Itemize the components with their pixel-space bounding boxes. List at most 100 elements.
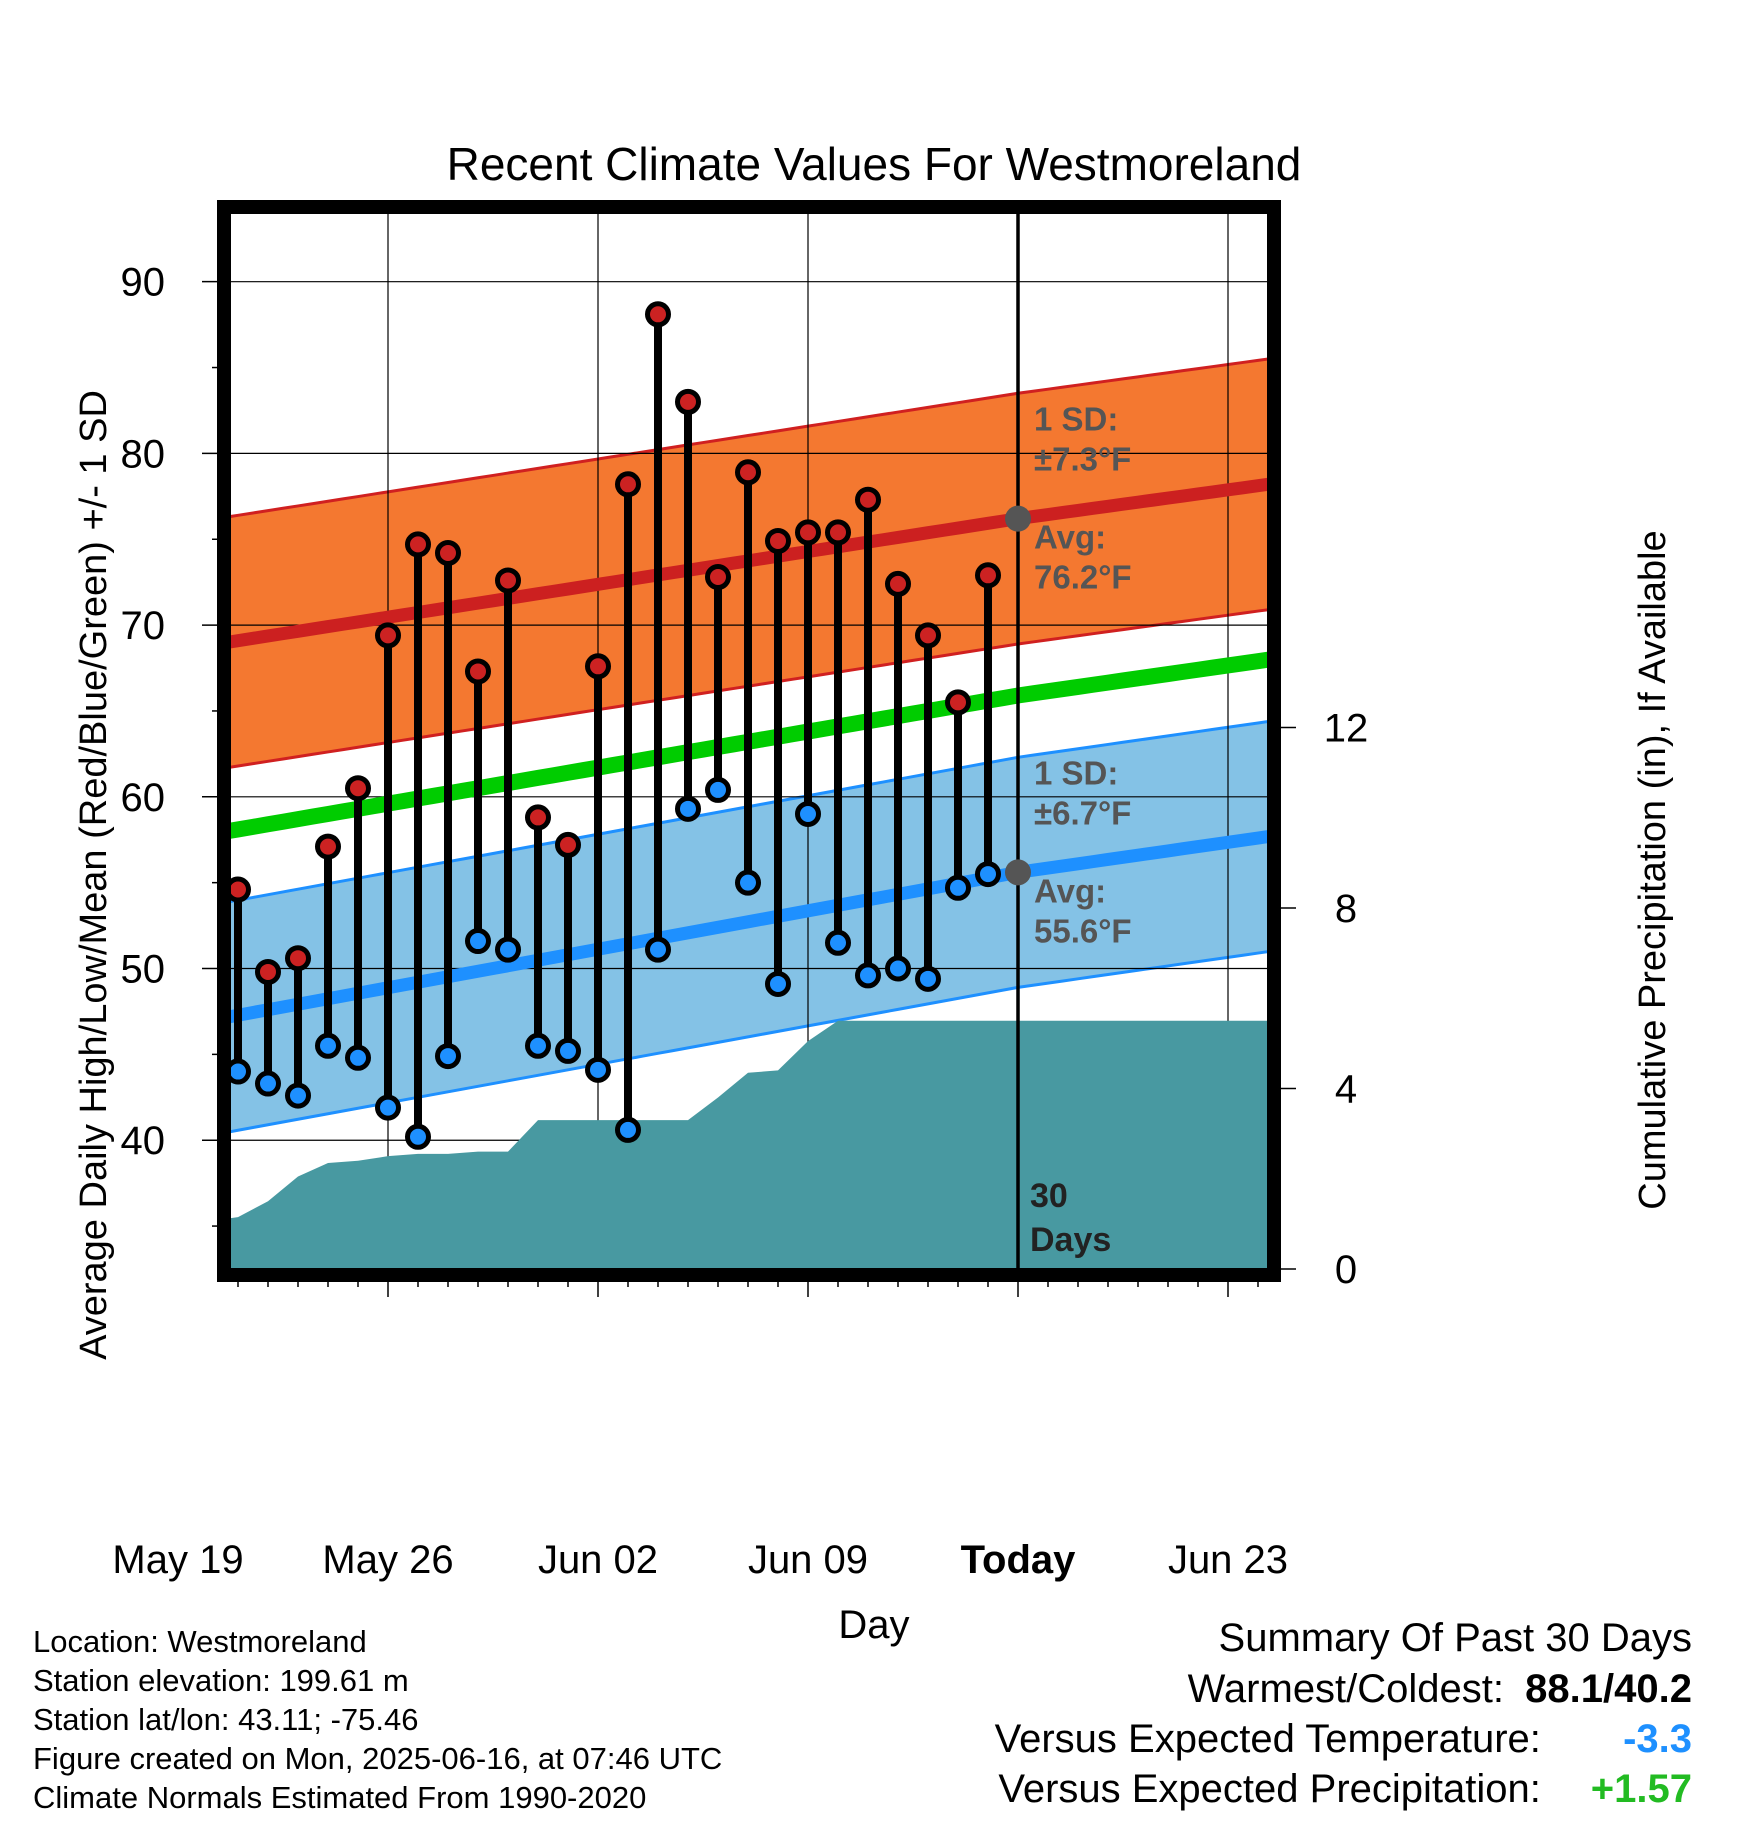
high-sd-label: 1 SD: [1034, 401, 1118, 438]
chart-title: Recent Climate Values For Westmoreland [447, 138, 1302, 190]
y2-axis-label: Cumulative Precipitation (in), If Availa… [1632, 530, 1674, 1209]
latlon-text: Station lat/lon: 43.11; -75.46 [33, 1702, 419, 1737]
y-tick-label-80: 80 [121, 432, 166, 476]
daily-low-marker [375, 1094, 401, 1121]
normals-text: Climate Normals Estimated From 1990-2020 [33, 1780, 647, 1815]
summary-title: Summary Of Past 30 Days [1218, 1616, 1692, 1660]
daily-low-marker [705, 776, 731, 803]
y-tick-label-40: 40 [121, 1119, 166, 1163]
summary-precip-row: Versus Expected Precipitation: +1.57 [995, 1764, 1692, 1814]
high-sd-value: ±7.3°F [1034, 441, 1131, 478]
daily-high-marker [495, 567, 521, 594]
low-sd-label: 1 SD: [1034, 754, 1118, 791]
daily-low-marker [735, 869, 761, 896]
daily-high-marker [705, 564, 731, 591]
y-axis-label: Average Daily High/Low/Mean (Red/Blue/Gr… [73, 390, 115, 1360]
plot-area [138, 213, 1268, 1269]
summary-temp-row: Versus Expected Temperature: -3.3 [995, 1714, 1692, 1764]
daily-low-marker [645, 936, 671, 963]
daily-high-marker [525, 804, 551, 831]
normal-low-upper-edge [230, 720, 1268, 904]
daily-high-marker [435, 539, 461, 566]
daily-high-marker [230, 876, 251, 903]
daily-low-marker [315, 1032, 341, 1059]
daily-high-marker [645, 301, 671, 328]
daily-high-marker [255, 958, 281, 985]
daily-high-marker [315, 833, 341, 860]
low-avg-label: Avg: [1034, 872, 1106, 909]
daily-low-marker [585, 1056, 611, 1083]
daily-low-marker [795, 800, 821, 827]
daily-low-marker [555, 1037, 581, 1064]
daily-high-marker [765, 527, 791, 554]
daily-high-marker [585, 653, 611, 680]
y-tick-label-50: 50 [121, 948, 166, 992]
daily-low-marker [495, 936, 521, 963]
summary-precip-value: +1.57 [1590, 1767, 1692, 1811]
daily-low-marker [675, 795, 701, 822]
daily-high-marker [735, 459, 761, 486]
daily-high-marker [615, 471, 641, 498]
station-info: Location: Westmoreland Station elevation… [33, 1622, 722, 1817]
daily-high-marker [915, 622, 941, 649]
daily-low-marker [465, 928, 491, 955]
daily-low-marker [168, 1085, 189, 1106]
daily-high-marker [555, 831, 581, 858]
daily-high-marker [285, 945, 311, 972]
daily-high-marker [168, 1015, 189, 1036]
x-tick-label-2: Jun 02 [538, 1538, 658, 1582]
x-tick-label-5: Jun 23 [1168, 1538, 1288, 1582]
normal-low-mean-line [230, 830, 1268, 1024]
daily-high-marker [675, 388, 701, 415]
summary-warmest-label: Warmest/Coldest: [1187, 1667, 1505, 1711]
daily-low-marker [198, 1119, 219, 1140]
daily-high-marker [405, 531, 431, 558]
x-tick-label-3: Jun 09 [748, 1538, 868, 1582]
normal-high-mean-line [230, 477, 1268, 649]
daily-low-marker [138, 1035, 159, 1056]
daily-low-marker [825, 929, 851, 956]
elevation-text: Station elevation: 199.61 m [33, 1663, 409, 1698]
daily-low-marker [345, 1044, 371, 1071]
y-tick-label-60: 60 [121, 776, 166, 820]
y2-tick-label-12: 12 [1324, 706, 1369, 750]
daily-low-marker [435, 1043, 461, 1070]
normal-high-upper-edge [230, 357, 1268, 519]
daily-low-marker [765, 970, 791, 997]
summary-warmest-value: 88.1 [1525, 1667, 1604, 1711]
summary-temp-value: -3.3 [1623, 1717, 1692, 1761]
daily-low-marker [975, 861, 1001, 888]
summary-warmest-coldest-value: 88.1/40.2 [1525, 1667, 1692, 1711]
daily-high-marker [138, 874, 159, 895]
y2-tick-label-0: 0 [1335, 1248, 1357, 1292]
summary-precip-label: Versus Expected Precipitation: [998, 1767, 1541, 1811]
daily-high-marker [198, 864, 219, 885]
daily-low-marker [405, 1123, 431, 1150]
cumulative-precip-area [230, 1020, 1268, 1269]
x-tick-label-0: May 19 [112, 1538, 243, 1582]
x-axis-label: Day [838, 1603, 909, 1647]
x-tick-label-4: Today [961, 1538, 1077, 1582]
y-tick-label-70: 70 [121, 604, 166, 648]
daily-high-marker [945, 689, 971, 716]
y-tick-label-90: 90 [121, 261, 166, 305]
daily-high-marker [855, 486, 881, 513]
low-avg-value: 55.6°F [1034, 912, 1132, 949]
today-line-days-number: 30 [1030, 1177, 1068, 1215]
normal-low-lower-edge [230, 950, 1268, 1134]
daily-high-marker [885, 570, 911, 597]
summary-panel: Summary Of Past 30 Days Warmest/Coldest:… [995, 1612, 1692, 1814]
daily-high-marker [975, 562, 1001, 589]
daily-low-marker [915, 965, 941, 992]
y2-tick-label-4: 4 [1335, 1067, 1357, 1111]
daily-low-marker [230, 1058, 251, 1085]
x-tick-label-1: May 26 [322, 1538, 453, 1582]
daily-low-marker [525, 1032, 551, 1059]
normal-high-lower-edge [230, 608, 1268, 769]
today-high-normal-marker [1005, 505, 1031, 532]
low-sd-value: ±6.7°F [1034, 794, 1131, 831]
daily-high-marker [375, 622, 401, 649]
y2-tick-label-8: 8 [1335, 887, 1357, 931]
daily-low-marker [885, 955, 911, 982]
